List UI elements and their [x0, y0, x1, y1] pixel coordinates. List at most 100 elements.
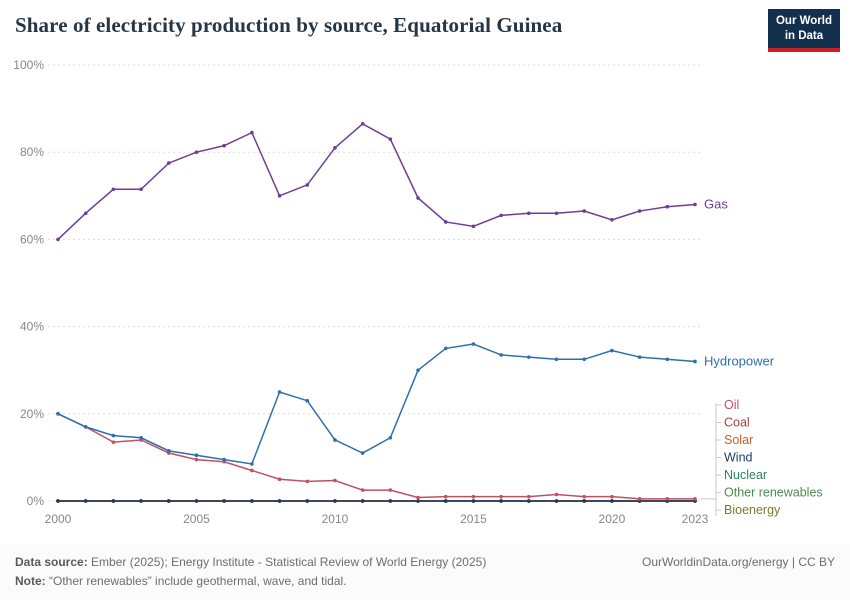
data-point-hydropower[interactable]	[83, 425, 88, 429]
data-point-gas[interactable]	[333, 146, 337, 150]
data-point-oil[interactable]	[610, 495, 614, 499]
data-point-oil[interactable]	[194, 458, 199, 462]
data-point-wind[interactable]	[443, 499, 448, 504]
series-label-solar[interactable]: Solar	[724, 433, 753, 447]
data-point-gas[interactable]	[305, 183, 310, 187]
data-point-hydropower[interactable]	[637, 355, 642, 360]
data-point-hydropower[interactable]	[305, 399, 310, 403]
data-point-hydropower[interactable]	[610, 349, 614, 353]
data-point-oil[interactable]	[527, 495, 531, 499]
data-point-hydropower[interactable]	[665, 357, 670, 362]
data-point-wind[interactable]	[582, 499, 587, 504]
series-label-wind[interactable]: Wind	[724, 451, 753, 465]
data-point-gas[interactable]	[693, 203, 697, 207]
data-point-wind[interactable]	[111, 499, 116, 504]
data-point-wind[interactable]	[277, 499, 282, 504]
series-label-bioenergy[interactable]: Bioenergy	[724, 503, 781, 517]
data-point-gas[interactable]	[194, 150, 199, 155]
data-point-hydropower[interactable]	[499, 353, 503, 358]
series-label-other-renewables[interactable]: Other renewables	[724, 486, 823, 500]
data-point-gas[interactable]	[388, 137, 393, 142]
data-point-gas[interactable]	[111, 187, 116, 192]
line-chart[interactable]: 0% 20% 40% 60% 80% 100% 2000 2005 2010 2015 2020 20…	[0, 49, 850, 534]
data-point-oil[interactable]	[554, 492, 559, 497]
data-point-hydropower[interactable]	[443, 346, 448, 351]
data-point-gas[interactable]	[277, 194, 282, 198]
data-point-oil[interactable]	[443, 495, 448, 499]
data-point-hydropower[interactable]	[693, 359, 697, 364]
data-point-gas[interactable]	[527, 211, 531, 216]
data-point-hydropower[interactable]	[527, 355, 531, 360]
series-label-hydropower[interactable]: Hydropower	[704, 354, 775, 369]
data-point-wind[interactable]	[305, 499, 310, 504]
data-point-oil[interactable]	[388, 488, 393, 493]
data-point-oil[interactable]	[471, 495, 476, 499]
data-point-hydropower[interactable]	[277, 390, 282, 395]
series-line-gas[interactable]	[57, 123, 696, 241]
data-point-wind[interactable]	[56, 499, 60, 504]
data-point-hydropower[interactable]	[222, 458, 226, 462]
data-point-gas[interactable]	[610, 218, 614, 222]
data-point-gas[interactable]	[471, 224, 476, 229]
data-point-hydropower[interactable]	[194, 453, 199, 458]
data-point-hydropower[interactable]	[250, 462, 254, 467]
data-point-gas[interactable]	[222, 144, 226, 148]
data-point-hydropower[interactable]	[554, 357, 559, 362]
data-point-hydropower[interactable]	[360, 451, 365, 456]
data-point-wind[interactable]	[527, 499, 531, 504]
data-point-gas[interactable]	[250, 131, 254, 135]
data-point-gas[interactable]	[83, 211, 88, 216]
data-point-gas[interactable]	[139, 187, 143, 192]
footer-link[interactable]: OurWorldinData.org/energy | CC BY	[642, 555, 835, 569]
data-point-gas[interactable]	[637, 209, 642, 214]
series-label-coal[interactable]: Coal	[724, 416, 750, 430]
series-label-nuclear[interactable]: Nuclear	[724, 468, 767, 482]
data-point-wind[interactable]	[360, 499, 365, 504]
data-point-oil[interactable]	[250, 468, 254, 473]
data-point-hydropower[interactable]	[416, 368, 420, 373]
data-point-hydropower[interactable]	[111, 434, 116, 438]
data-point-wind[interactable]	[250, 499, 254, 504]
data-point-wind[interactable]	[166, 499, 171, 504]
data-point-oil[interactable]	[416, 496, 420, 500]
data-point-hydropower[interactable]	[471, 342, 476, 347]
data-point-gas[interactable]	[56, 237, 60, 242]
data-point-gas[interactable]	[166, 161, 171, 166]
data-point-hydropower[interactable]	[166, 449, 171, 453]
data-point-oil[interactable]	[277, 477, 282, 482]
data-point-hydropower[interactable]	[333, 438, 337, 443]
data-point-oil[interactable]	[111, 440, 116, 445]
data-point-oil[interactable]	[305, 479, 310, 484]
data-point-wind[interactable]	[83, 499, 88, 504]
data-point-oil[interactable]	[693, 497, 697, 501]
series-label-gas[interactable]: Gas	[704, 197, 728, 212]
data-point-gas[interactable]	[665, 205, 670, 209]
data-point-oil[interactable]	[360, 488, 365, 493]
series-line-hydropower[interactable]	[57, 343, 696, 466]
data-point-wind[interactable]	[333, 499, 337, 504]
series-label-oil[interactable]: Oil	[724, 398, 739, 412]
data-point-gas[interactable]	[499, 213, 503, 218]
data-point-wind[interactable]	[388, 499, 393, 504]
data-point-wind[interactable]	[194, 499, 199, 504]
owid-logo[interactable]: Our World in Data	[767, 9, 840, 52]
data-point-oil[interactable]	[582, 495, 587, 499]
data-point-wind[interactable]	[610, 499, 614, 504]
data-point-wind[interactable]	[222, 499, 226, 504]
data-point-wind[interactable]	[554, 499, 559, 504]
data-point-hydropower[interactable]	[388, 436, 393, 440]
data-point-oil[interactable]	[665, 497, 670, 501]
data-point-gas[interactable]	[360, 122, 365, 126]
data-point-gas[interactable]	[443, 220, 448, 225]
data-point-gas[interactable]	[582, 209, 587, 214]
data-point-gas[interactable]	[554, 211, 559, 216]
data-point-oil[interactable]	[499, 495, 503, 499]
data-point-oil[interactable]	[637, 497, 642, 501]
data-point-hydropower[interactable]	[139, 436, 143, 440]
data-point-gas[interactable]	[416, 196, 420, 201]
data-point-hydropower[interactable]	[582, 357, 587, 362]
data-point-wind[interactable]	[416, 499, 420, 504]
data-point-wind[interactable]	[471, 499, 476, 504]
data-point-wind[interactable]	[499, 499, 503, 504]
data-point-wind[interactable]	[139, 499, 143, 504]
